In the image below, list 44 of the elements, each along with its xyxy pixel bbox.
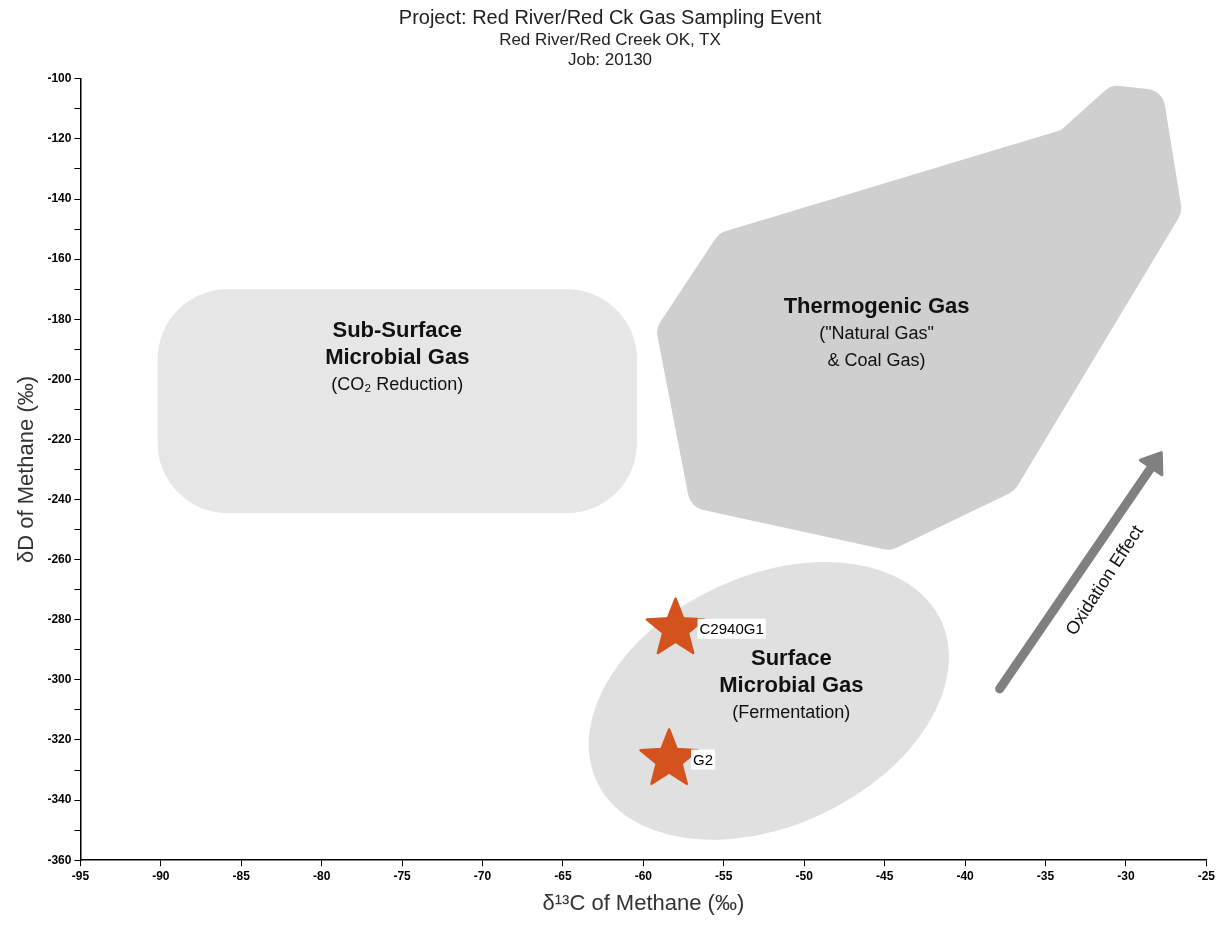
y-tick-label: -120 — [47, 131, 72, 146]
x-tick-label: -65 — [554, 868, 572, 883]
chart-subtitle: Red River/Red Creek OK, TX Job: 20130 — [499, 29, 721, 70]
annotation: Sub-Surface — [332, 317, 463, 343]
y-tick-label: -140 — [47, 191, 72, 206]
x-tick-label: -95 — [71, 868, 90, 883]
y-tick-label: -260 — [47, 551, 72, 566]
x-tick-label: -50 — [795, 868, 814, 883]
y-tick-label: -360 — [47, 852, 72, 867]
x-tick-label: -45 — [875, 868, 894, 883]
y-tick-label: -320 — [47, 732, 72, 747]
annotation: G2 — [693, 750, 714, 768]
x-tick-label: -60 — [634, 868, 653, 883]
y-tick-label: -340 — [47, 792, 72, 807]
x-tick-label: -70 — [473, 868, 492, 883]
annotation: (Fermentation) — [732, 701, 851, 722]
y-tick-label: -240 — [47, 491, 72, 506]
x-tick-label: -85 — [232, 868, 251, 883]
y-tick-label: -220 — [47, 431, 72, 446]
y-tick-label: -280 — [47, 612, 72, 627]
x-tick-label: -80 — [313, 868, 331, 883]
y-tick-label: -180 — [47, 311, 72, 326]
chart-title: Project: Red River/Red Ck Gas Sampling Event — [398, 5, 822, 28]
x-tick-label: -55 — [715, 868, 733, 883]
annotation: Thermogenic Gas — [783, 293, 970, 319]
x-tick-label: -25 — [1197, 868, 1216, 883]
x-tick-label: -90 — [152, 868, 170, 883]
annotation: ("Natural Gas" — [819, 323, 934, 344]
x-tick-label: -75 — [393, 868, 412, 883]
annotation: Microbial Gas — [325, 344, 470, 370]
x-tick-label: -30 — [1117, 868, 1135, 883]
annotation: C2940G1 — [699, 619, 764, 637]
y-axis-title: δD of Methane (‰) — [13, 375, 39, 564]
annotation: Surface — [750, 644, 832, 670]
y-tick-label: -160 — [47, 251, 72, 266]
annotation: & Coal Gas) — [827, 350, 926, 371]
annotation: Microbial Gas — [719, 671, 864, 697]
x-axis-title: δ¹³C of Methane (‰) — [542, 889, 745, 915]
x-tick-label: -40 — [956, 868, 975, 883]
annotation: (CO₂ Reduction) — [331, 374, 464, 395]
y-tick-label: -300 — [47, 672, 72, 687]
x-tick-label: -35 — [1036, 868, 1055, 883]
y-tick-label: -100 — [47, 71, 72, 86]
y-tick-label: -200 — [47, 371, 72, 386]
